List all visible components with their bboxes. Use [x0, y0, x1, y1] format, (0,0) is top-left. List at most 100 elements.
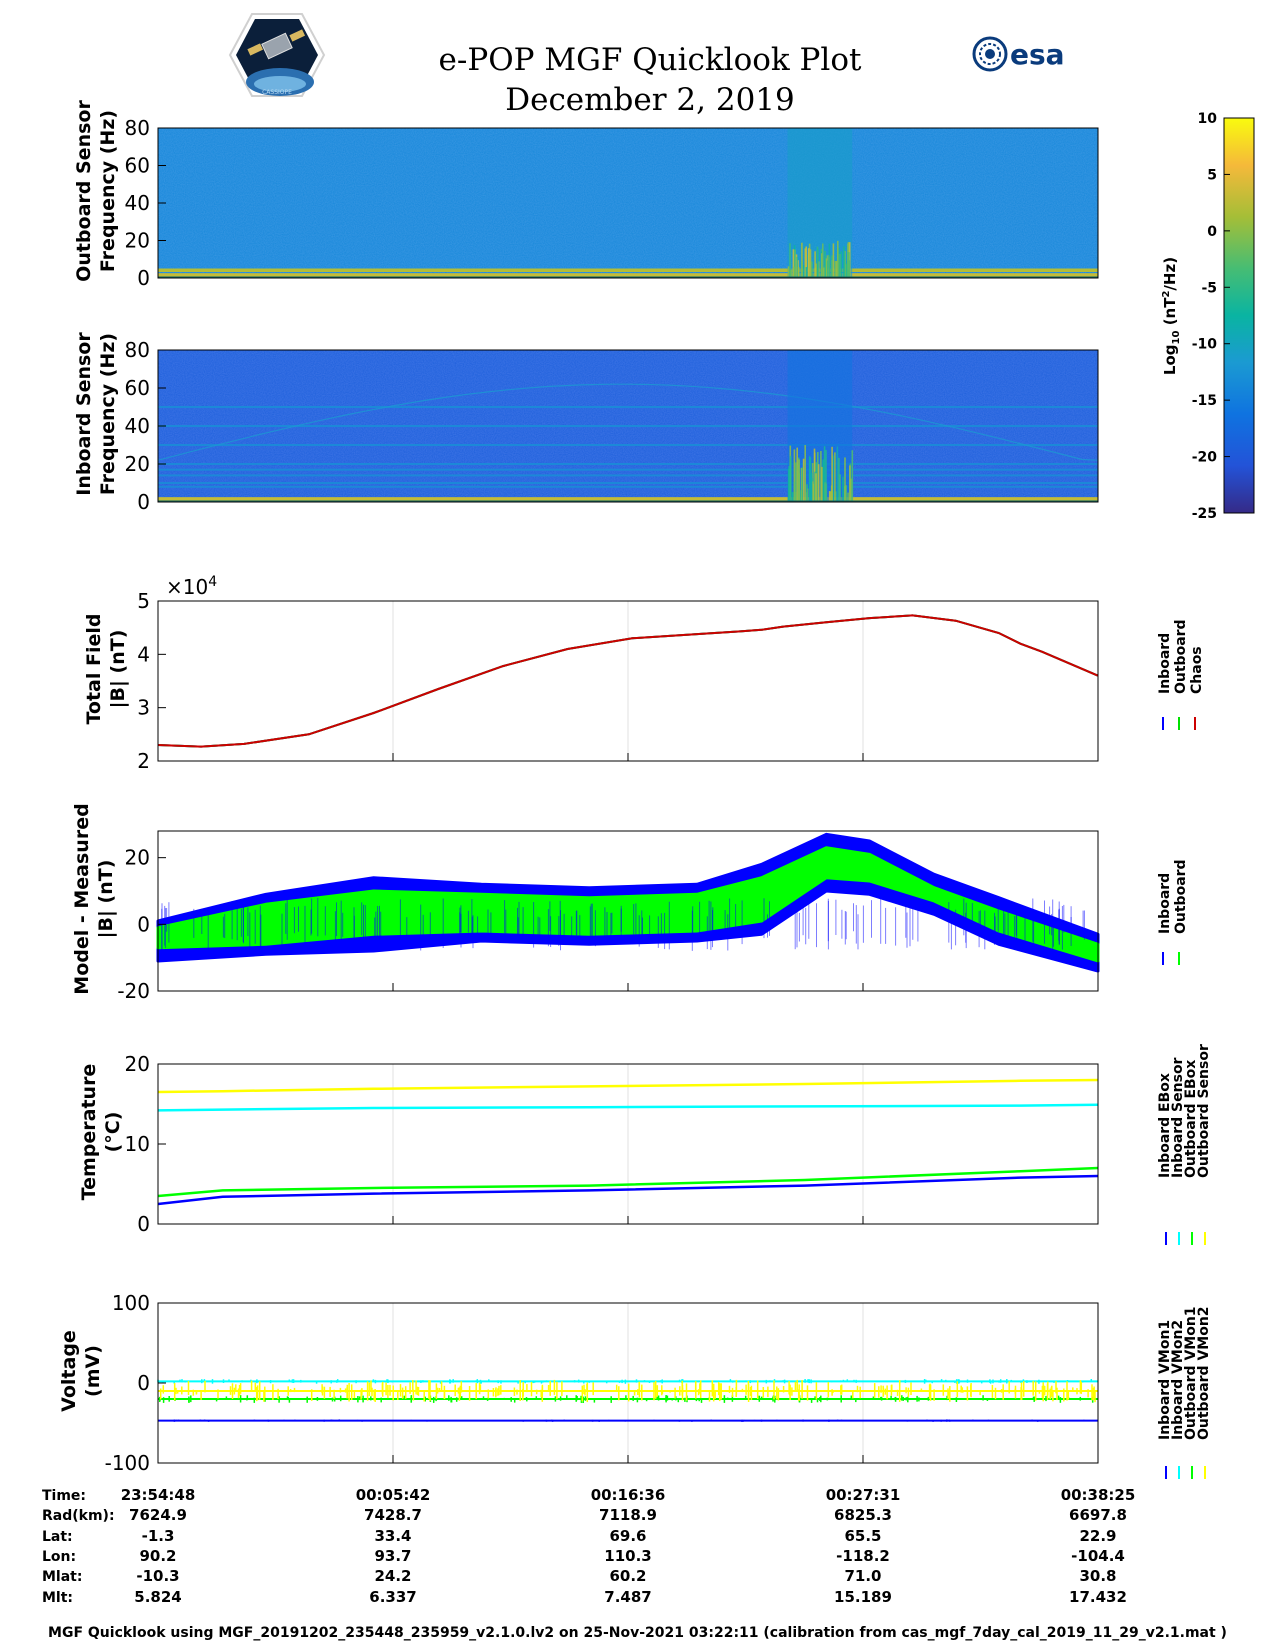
burst-stripe — [789, 243, 791, 278]
y-tick-label: 3 — [137, 696, 150, 720]
burst-stripe — [793, 481, 796, 502]
burst-stripe — [844, 250, 846, 278]
y-tick-label: 5 — [137, 589, 150, 613]
ephemeris-row-label: Lat: — [42, 1529, 73, 1545]
colorbar-tick-label: -20 — [1192, 450, 1218, 466]
low-frequency-band — [158, 497, 1098, 501]
burst-stripe — [801, 261, 803, 278]
series-outboard-sensor — [157, 1078, 1099, 1094]
dc-line — [158, 500, 1098, 503]
y-tick-label: 4 — [137, 642, 150, 666]
burst-stripe — [835, 261, 838, 278]
y-tick-label: 40 — [125, 191, 150, 215]
burst-stripe — [793, 449, 796, 502]
ephemeris-value: 6697.8 — [1069, 1506, 1127, 1524]
plot-date: December 2, 2019 — [505, 82, 795, 118]
burst-stripe — [805, 246, 807, 278]
burst-stripe — [848, 242, 851, 278]
legend-entry: Outboard VMon1 — [1183, 1306, 1199, 1440]
burst-stripe — [845, 263, 848, 278]
burst-stripe — [792, 266, 795, 278]
burst-stripe — [817, 261, 820, 278]
burst-stripe — [798, 459, 800, 502]
y-tick-label: 100 — [112, 1291, 150, 1315]
esa-logo: esa — [972, 36, 1065, 72]
ephemeris-value: 22.9 — [1079, 1527, 1116, 1545]
burst-stripe — [792, 249, 795, 278]
burst-stripe — [809, 249, 812, 278]
burst-stripe — [845, 485, 847, 502]
ephemeris-row-label: Mlat: — [42, 1569, 82, 1585]
ephemeris-value: -1.3 — [142, 1527, 175, 1545]
ephemeris-value: 90.2 — [139, 1547, 176, 1565]
y-tick-label: -20 — [117, 979, 150, 1003]
spectral-line — [158, 406, 1098, 408]
ephemeris-table: Time: Rad(km): Lat: Lon: Mlat: Mlt: 23:54:48 76… — [42, 1486, 1135, 1606]
ephemeris-value: -104.4 — [1071, 1547, 1125, 1565]
burst-stripe — [834, 260, 836, 278]
burst-stripe — [812, 481, 814, 502]
burst-stripe — [795, 462, 797, 502]
burst-stripe — [840, 251, 843, 278]
burst-stripe — [835, 491, 837, 502]
burst-stripe — [796, 447, 798, 502]
ephemeris-row-label: Rad(km): — [42, 1508, 115, 1524]
y-tick-label: 0 — [137, 490, 150, 514]
burst-stripe — [834, 452, 836, 502]
burst-stripe — [826, 260, 828, 278]
y-tick-label: 0 — [137, 912, 150, 936]
burst-stripe — [847, 492, 849, 502]
burst-stripe — [831, 446, 833, 502]
burst-stripe — [832, 455, 834, 502]
burst-stripe — [804, 445, 806, 502]
ephemeris-value: 110.3 — [604, 1547, 651, 1565]
burst-stripe — [815, 473, 817, 502]
burst-stripe — [801, 242, 803, 278]
plot-title: e-POP MGF Quicklook Plot — [438, 42, 862, 78]
spectrogram-noise — [158, 128, 1098, 278]
spectral-line — [158, 482, 1098, 484]
legend-entry: Inboard Sensor — [1170, 1057, 1186, 1178]
legend-entry: Inboard — [1157, 873, 1173, 934]
dc-line — [158, 276, 1098, 279]
colorbar-label: Log10 (nT2/Hz) — [1161, 257, 1182, 375]
y-tick-label: 20 — [125, 846, 150, 870]
y-tick-label: 60 — [125, 154, 150, 178]
ephemeris-value: 30.8 — [1079, 1567, 1116, 1585]
burst-stripe — [804, 248, 807, 278]
burst-stripe — [822, 460, 825, 502]
drifting-track — [157, 383, 1099, 461]
ephemeris-value: 00:38:25 — [1061, 1486, 1136, 1504]
burst-stripe — [802, 458, 805, 502]
burst-stripe — [820, 451, 822, 502]
legend-entry: Inboard EBox — [1157, 1073, 1173, 1178]
total-field-panel: 5 4 3 2 Total Field |B| (nT) ×104 Inboard Outboa… — [83, 574, 1205, 773]
burst-stripe — [817, 452, 819, 502]
burst-stripe — [791, 492, 794, 502]
colorbar-tick-label: -25 — [1192, 506, 1217, 522]
ephemeris-value: 7624.9 — [129, 1506, 187, 1524]
legend-entry: Chaos — [1189, 646, 1205, 694]
burst-stripe — [805, 267, 808, 278]
burst-stripe — [821, 466, 823, 502]
burst-stripe — [828, 491, 831, 502]
y-axis-label: Inboard Sensor Frequency (Hz) — [73, 332, 119, 496]
ephemeris-value: 71.0 — [844, 1567, 881, 1585]
burst-stripe — [823, 267, 825, 278]
temperature-panel: 20 10 0 Temperature (°C) Inboard EBoxInboard … — [78, 1044, 1212, 1245]
spectral-line — [158, 425, 1098, 427]
burst-stripe — [842, 476, 844, 502]
burst-stripe — [825, 258, 827, 278]
svg-text:esa: esa — [1010, 38, 1065, 71]
low-frequency-band — [158, 268, 1098, 272]
burst-stripe — [814, 251, 816, 278]
burst-stripe — [794, 249, 796, 278]
legend-entry: Inboard — [1157, 633, 1173, 694]
ephemeris-value: 00:27:31 — [826, 1486, 901, 1504]
y-tick-label: 80 — [125, 338, 150, 362]
y-tick-label: 20 — [125, 229, 150, 253]
burst-stripe — [797, 267, 800, 278]
burst-stripe — [850, 478, 853, 502]
burst-stripe — [831, 255, 833, 278]
